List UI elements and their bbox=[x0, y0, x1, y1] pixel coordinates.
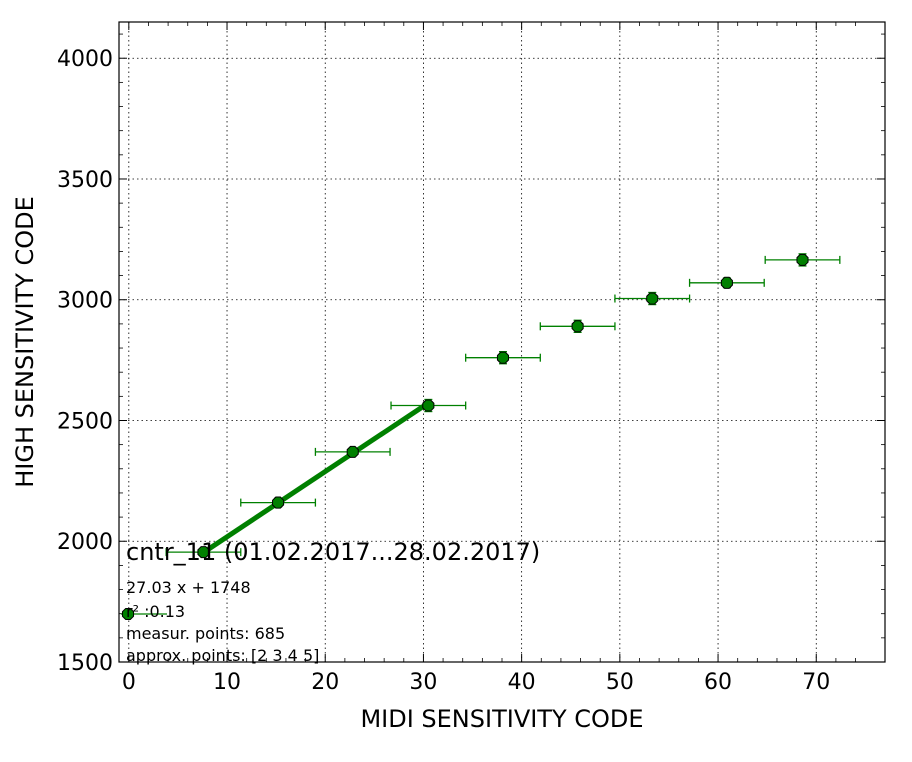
annotation-measured-points: measur. points: 685 bbox=[126, 624, 285, 643]
data-point bbox=[346, 445, 359, 458]
annotation-equation: 27.03 x + 1748 bbox=[126, 578, 251, 597]
x-tick-label: 10 bbox=[213, 670, 241, 695]
data-point bbox=[272, 496, 285, 509]
fit-line bbox=[202, 400, 430, 555]
x-tick-label: 60 bbox=[704, 670, 732, 695]
data-point bbox=[571, 320, 584, 333]
data-point bbox=[796, 253, 809, 266]
x-tick-label: 30 bbox=[409, 670, 437, 695]
fit-line-layer bbox=[202, 400, 430, 555]
x-tick-label: 40 bbox=[508, 670, 536, 695]
legend-marker bbox=[121, 607, 135, 621]
x-tick-label: 70 bbox=[802, 670, 830, 695]
y-tick-label: 1500 bbox=[57, 651, 113, 676]
y-axis-label: HIGH SENSITIVITY CODE bbox=[11, 196, 39, 488]
data-point bbox=[197, 546, 210, 559]
x-tick-label: 0 bbox=[122, 670, 136, 695]
annotation-approx-points: approx. points: [2 3 4 5] bbox=[126, 646, 319, 665]
x-tick-label: 50 bbox=[606, 670, 634, 695]
y-tick-label: 2000 bbox=[57, 530, 113, 555]
data-point bbox=[422, 399, 435, 412]
y-tick-label: 4000 bbox=[57, 47, 113, 72]
x-tick-label: 20 bbox=[311, 670, 339, 695]
data-points-layer bbox=[165, 253, 841, 559]
y-tick-label: 2500 bbox=[57, 409, 113, 434]
annotation-r2: r² :0.13 bbox=[126, 602, 185, 621]
data-point bbox=[720, 276, 733, 289]
x-axis-label: MIDI SENSITIVITY CODE bbox=[360, 705, 643, 733]
legend-annotation: cntr_11 (01.02.2017...28.02.2017) 27.03 … bbox=[121, 538, 540, 665]
y-tick-label: 3500 bbox=[57, 168, 113, 193]
data-point bbox=[646, 292, 659, 305]
y-tick-label: 3000 bbox=[57, 289, 113, 314]
axis-ticks: 0 10 20 30 40 50 60 70 1500 2000 2500 3000 3500 4000 bbox=[57, 22, 885, 695]
annotation-title: cntr_11 (01.02.2017...28.02.2017) bbox=[126, 538, 540, 566]
data-point bbox=[496, 351, 510, 364]
